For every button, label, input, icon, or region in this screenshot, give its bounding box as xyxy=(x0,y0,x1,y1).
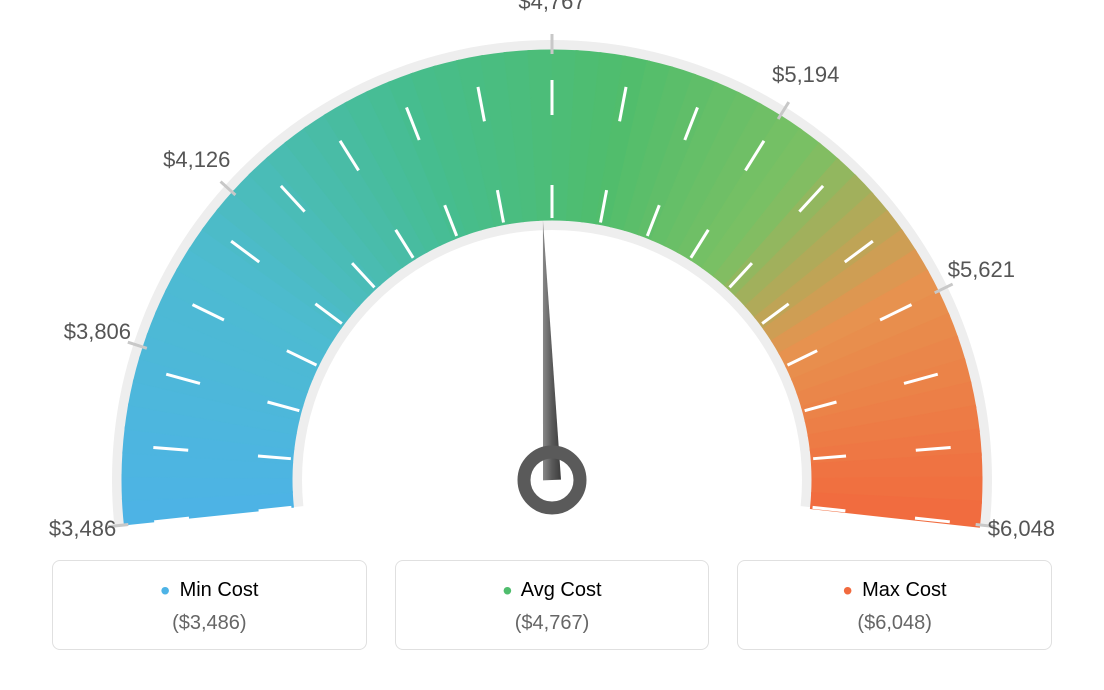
avg-cost-dot: • xyxy=(502,575,512,606)
min-cost-title: • Min Cost xyxy=(53,579,366,602)
max-cost-card: • Max Cost ($6,048) xyxy=(737,560,1052,650)
gauge-svg xyxy=(0,0,1104,560)
gauge-tick-label: $5,194 xyxy=(772,62,839,88)
avg-cost-card: • Avg Cost ($4,767) xyxy=(395,560,710,650)
avg-cost-title: • Avg Cost xyxy=(396,579,709,602)
gauge-tick-label: $3,486 xyxy=(49,516,116,542)
cost-cards-row: • Min Cost ($3,486) • Avg Cost ($4,767) … xyxy=(52,560,1052,650)
min-cost-dot: • xyxy=(160,575,170,606)
gauge-tick-label: $6,048 xyxy=(988,516,1055,542)
gauge-tick-label: $4,126 xyxy=(163,147,230,173)
max-cost-title: • Max Cost xyxy=(738,579,1051,602)
gauge-tick-label: $4,767 xyxy=(518,0,585,15)
gauge-tick-label: $5,621 xyxy=(948,257,1015,283)
min-cost-value: ($3,486) xyxy=(53,612,366,635)
max-cost-title-text: Max Cost xyxy=(862,579,946,601)
max-cost-value: ($6,048) xyxy=(738,612,1051,635)
max-cost-dot: • xyxy=(843,575,853,606)
min-cost-card: • Min Cost ($3,486) xyxy=(52,560,367,650)
gauge-tick-label: $3,806 xyxy=(64,319,131,345)
avg-cost-value: ($4,767) xyxy=(396,612,709,635)
gauge-chart: $3,486 $3,806 $4,126 $4,767 $5,194 $5,621 $6,0… xyxy=(0,0,1104,560)
min-cost-title-text: Min Cost xyxy=(180,579,259,601)
avg-cost-title-text: Avg Cost xyxy=(521,579,602,601)
